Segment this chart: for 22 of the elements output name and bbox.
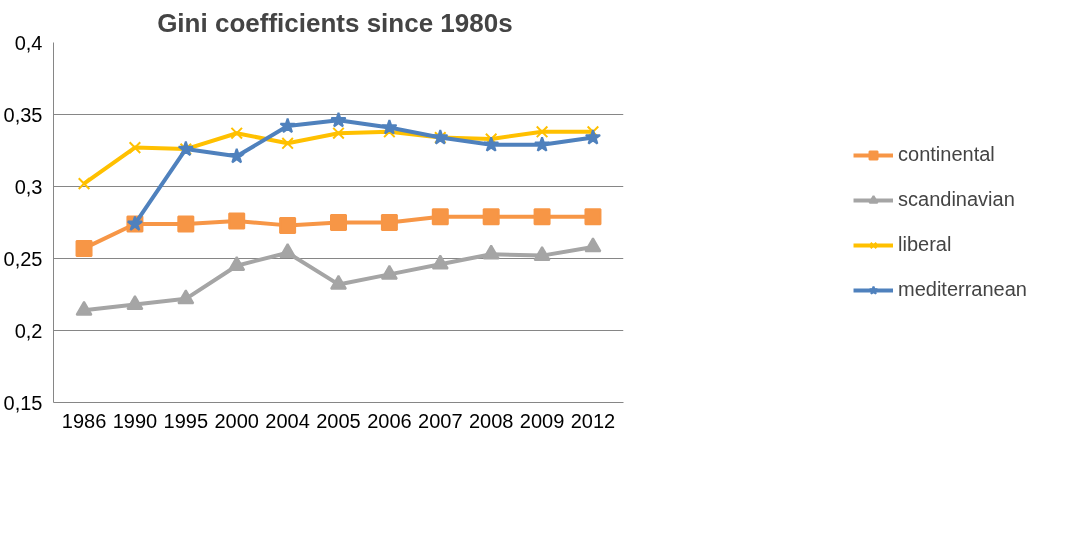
x-tick-label: 2008 [468,409,514,432]
y-tick-label: 0,2 [14,319,43,342]
x-tick-label: 2000 [214,409,259,432]
legend-label: scandinavian [898,188,1015,211]
x-tick-label: 1986 [61,409,107,432]
y-tick-label: 0,3 [14,175,43,198]
x-tick-label: 2009 [519,409,565,432]
x-tick-label: 2005 [316,409,361,432]
x-tick-label: 2012 [570,409,616,432]
y-tick-label: 0,15 [3,391,43,414]
x-tick-label: 2006 [367,409,412,432]
legend-label: liberal [898,233,952,256]
chart-title: Gini coefficients since 1980s [157,7,513,38]
legend-label: continental [898,143,995,166]
legend-label: mediterranean [898,278,1027,301]
x-tick-label: 2007 [418,409,463,432]
x-tick-label: 1990 [112,409,158,432]
x-tick-label: 1995 [163,409,209,432]
y-tick-label: 0,25 [3,247,43,270]
y-tick-label: 0,4 [14,31,43,54]
y-tick-label: 0,35 [3,103,43,126]
x-tick-label: 2004 [265,409,310,432]
